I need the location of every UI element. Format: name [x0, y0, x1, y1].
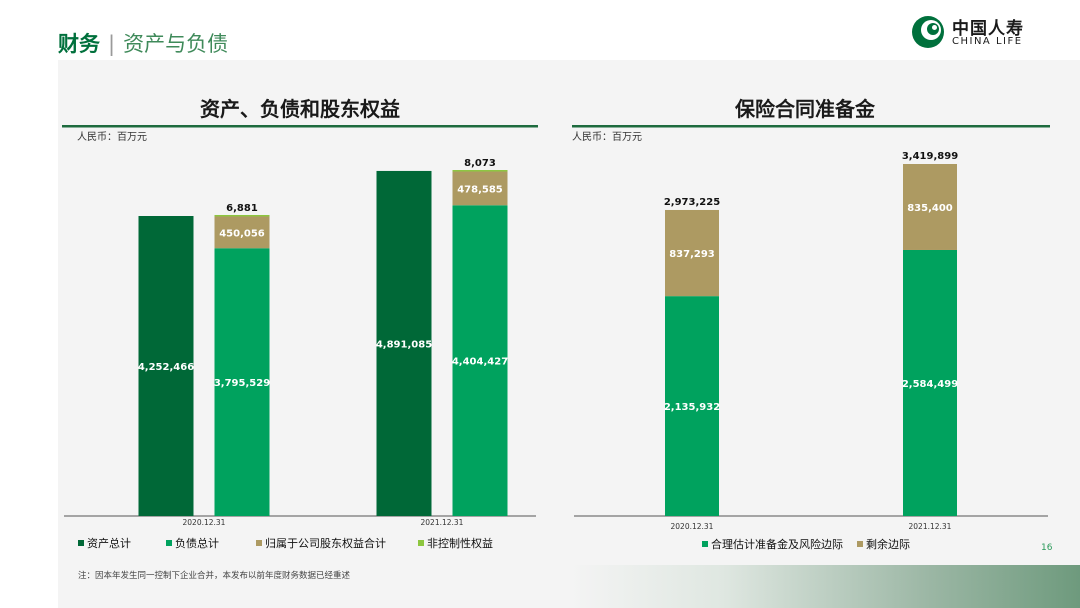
legend-swatch	[256, 540, 262, 546]
legend-swatch	[78, 540, 84, 546]
bar-label-residual-margin: 835,400	[907, 203, 953, 214]
title-rule	[62, 125, 538, 128]
bar-label-liabilities-total: 4,404,427	[452, 357, 508, 368]
bar-reserves-and-risk-margin	[903, 249, 957, 516]
bar-assets-total	[376, 170, 432, 517]
footnote: 注：因本年发生同一控制下企业合并，本发布以前年度财务数据已经重述	[78, 571, 351, 581]
logo-text-cn: 中国人寿	[952, 19, 1024, 39]
bar-non-controlling-interest	[452, 170, 508, 172]
unit-label: 人民币：百万元	[77, 131, 147, 143]
bar-shareholders-equity	[452, 171, 508, 206]
bar-total-label: 2,973,225	[664, 197, 720, 208]
x-tick-label: 2021.12.31	[421, 518, 464, 527]
legend-swatch	[702, 541, 708, 547]
bar-label-shareholders-equity: 450,056	[219, 228, 265, 239]
x-tick-label: 2020.12.31	[671, 522, 714, 531]
x-tick-label: 2020.12.31	[183, 518, 226, 527]
legend-label: 非控制性权益	[427, 536, 493, 550]
legend-label: 合理估计准备金及风险边际	[711, 537, 843, 551]
page-title-main: 财务	[58, 32, 100, 56]
bar-label-non-controlling-interest: 6,881	[226, 203, 258, 214]
bar-reserves-and-risk-margin	[665, 296, 719, 516]
chart-title: 保险合同准备金	[734, 97, 876, 121]
legend-label: 资产总计	[87, 536, 131, 550]
bar-residual-margin	[665, 209, 719, 297]
bar-liabilities-total	[214, 248, 270, 517]
page-title: 财务 | 资产与负债	[58, 28, 228, 56]
footer-decoration	[570, 565, 1080, 608]
legend-swatch	[166, 540, 172, 546]
bar-label-assets-total: 4,891,085	[376, 339, 432, 350]
bar-assets-total	[138, 216, 194, 516]
bar-label-residual-margin: 837,293	[669, 249, 715, 260]
legend-swatch	[418, 540, 424, 546]
bar-label-shareholders-equity: 478,585	[457, 184, 503, 195]
bar-label-reserves-and-risk-margin: 2,135,932	[664, 402, 720, 413]
unit-label: 人民币：百万元	[572, 131, 642, 143]
legend-label: 归属于公司股东权益合计	[265, 536, 386, 550]
logo-mark-icon	[912, 16, 944, 48]
chart-title: 资产、负债和股东权益	[200, 97, 400, 121]
title-rule	[572, 125, 1050, 128]
x-tick-label: 2021.12.31	[909, 522, 952, 531]
legend-label: 负债总计	[175, 536, 219, 550]
bar-non-controlling-interest	[214, 214, 270, 217]
china-life-logo: 中国人寿 CHINA LIFE	[910, 12, 1050, 52]
legend-swatch	[857, 541, 863, 547]
bar-label-reserves-and-risk-margin: 2,584,499	[902, 379, 958, 390]
bar-liabilities-total	[452, 205, 508, 517]
bar-label-non-controlling-interest: 8,073	[464, 158, 496, 169]
page-subtitle: 资产与负债	[123, 32, 229, 56]
bar-shareholders-equity	[214, 216, 270, 249]
logo-text-en: CHINA LIFE	[952, 36, 1023, 47]
page-number: 16	[1041, 543, 1053, 553]
title-separator: |	[108, 32, 116, 56]
bar-label-assets-total: 4,252,466	[138, 362, 194, 373]
bar-residual-margin	[903, 164, 957, 250]
legend-label: 剩余边际	[866, 537, 910, 551]
bar-label-liabilities-total: 3,795,529	[214, 378, 270, 389]
bar-total-label: 3,419,899	[902, 151, 958, 162]
